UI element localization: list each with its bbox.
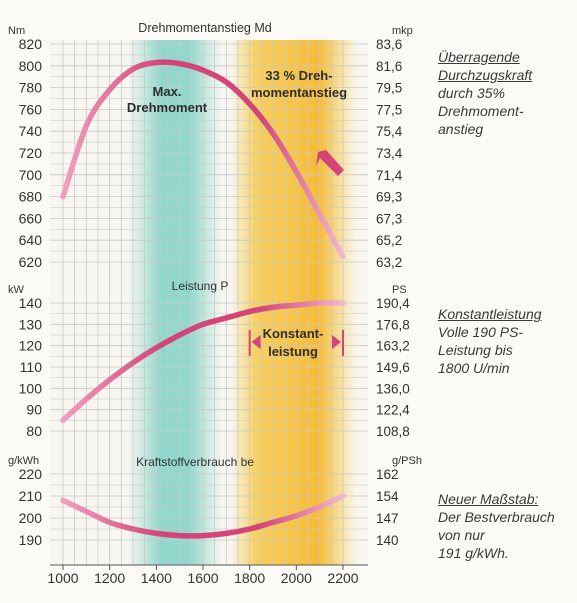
right-tick-label-67,3: 67,3 [376,211,402,226]
chart-curves [60,59,346,539]
left-tick-label-220: 220 [19,466,43,482]
right-tick-label-140: 140 [376,533,399,548]
panel-title-drehmoment: Drehmomentanstieg Md [138,21,271,35]
bracket-left-arrow [251,335,261,349]
left-tick-label-90: 90 [26,402,42,418]
left-tick-label-740: 740 [19,123,43,139]
panel-title-leistung: Leistung P [172,279,229,293]
chart-labels: 1000 1200 1400 1600 1800 2000 2200 820 800 780 760… [8,21,422,586]
left-tick-label-210: 210 [19,488,43,504]
left-tick-label-680: 680 [19,189,43,205]
right-tick-label-154: 154 [376,489,399,504]
left-tick-label-120: 120 [19,338,43,354]
right-unit-PS: PS [392,284,407,296]
x-tick-label-1200: 1200 [94,570,125,586]
note-masstab: Neuer Maßstab: Der Bestverbrauch von nur… [438,490,574,562]
left-unit-g/kWh: g/kWh [8,455,39,467]
teal-band [128,40,222,565]
left-tick-label-820: 820 [19,36,43,52]
right-tick-label-163,2: 163,2 [376,339,410,354]
note-durchzugskraft-headline-1: Überragende [438,49,520,65]
right-tick-label-73,4: 73,4 [376,146,403,161]
x-tick-label-1600: 1600 [187,570,218,586]
right-unit-mkp: mkp [392,25,413,37]
left-tick-label-140: 140 [19,295,43,311]
x-tick-label-2200: 2200 [327,570,358,586]
left-unit-kW: kW [8,284,25,296]
note-durchzugskraft-line-2: Drehmoment- [438,103,524,119]
right-tick-label-176,8: 176,8 [376,317,410,332]
panel-title-verbrauch: Kraftstoffverbrauch be [136,455,254,469]
note-durchzugskraft: Überragende Durchzugskraft durch 35% Dre… [438,48,574,138]
note-durchzugskraft-headline-2: Durchzugskraft [438,67,533,83]
right-tick-label-147: 147 [376,511,399,526]
left-tick-label-80: 80 [26,423,42,439]
note-durchzugskraft-line-3: anstieg [438,121,484,137]
x-tick-label-1400: 1400 [141,570,172,586]
right-tick-label-122,4: 122,4 [376,403,410,418]
torque-rise-arrow [316,150,344,176]
left-tick-label-620: 620 [19,254,43,270]
left-tick-label-110: 110 [20,359,43,375]
series-line-2 [60,300,346,424]
right-tick-label-77,5: 77,5 [376,102,402,117]
x-tick-label-2000: 2000 [281,570,312,586]
left-tick-label-720: 720 [19,145,43,161]
right-tick-label-162: 162 [376,467,399,482]
annotation-konstantleistung-2: leistung [268,344,318,359]
x-tick-label-1000: 1000 [47,570,78,586]
right-tick-label-81,6: 81,6 [376,59,402,74]
left-tick-label-700: 700 [19,167,43,183]
left-tick-label-800: 800 [19,58,43,74]
right-unit-g/PSh: g/PSh [392,455,422,467]
left-unit-Nm: Nm [8,25,25,37]
note-konstantleistung-line-3: 1800 U/min [438,360,510,376]
right-tick-label-65,2: 65,2 [376,233,402,248]
left-tick-label-190: 190 [19,532,43,548]
note-konstantleistung-headline: Konstantleistung [438,306,542,322]
note-konstantleistung-line-1: Volle 190 PS- [438,324,524,340]
note-konstantleistung: Konstantleistung Volle 190 PS- Leistung … [438,305,574,377]
left-tick-label-100: 100 [19,380,43,396]
right-tick-label-75,4: 75,4 [376,124,403,139]
note-durchzugskraft-line-1: durch 35% [438,85,505,101]
left-tick-label-640: 640 [19,232,43,248]
annotation-max-drehmoment-1: Max. [153,84,182,99]
right-tick-label-69,3: 69,3 [376,190,402,205]
note-konstantleistung-line-2: Leistung bis [438,342,513,358]
annotation-konstantleistung-1: Konstant- [263,326,324,341]
note-masstab-line-2: von nur [438,527,485,543]
left-tick-label-130: 130 [19,316,43,332]
series-line-3 [60,493,346,539]
x-tick-label-1800: 1800 [234,570,265,586]
right-tick-label-136,0: 136,0 [376,381,410,396]
note-masstab-line-3: 191 g/kWh. [438,545,509,561]
right-tick-label-83,6: 83,6 [376,37,402,52]
note-masstab-line-1: Der Bestverbrauch [438,509,555,525]
bracket-right-arrow [332,335,341,349]
right-tick-label-190,4: 190,4 [376,296,410,311]
annotation-max-drehmoment-2: Drehmoment [127,100,208,115]
annotation-drehmomentanstieg-2: momentanstieg [251,85,347,100]
annotation-drehmomentanstieg-1: 33 % Dreh- [265,68,332,83]
note-masstab-headline: Neuer Maßstab: [438,491,539,507]
left-tick-label-760: 760 [19,101,43,117]
series-line-1 [60,59,346,260]
left-tick-label-200: 200 [19,510,43,526]
left-tick-label-780: 780 [19,80,43,96]
right-tick-label-63,2: 63,2 [376,255,402,270]
right-tick-label-79,5: 79,5 [376,81,402,96]
right-tick-label-71,4: 71,4 [376,168,403,183]
right-tick-label-108,8: 108,8 [376,424,410,439]
right-tick-label-149,6: 149,6 [376,360,410,375]
left-tick-label-660: 660 [19,210,43,226]
